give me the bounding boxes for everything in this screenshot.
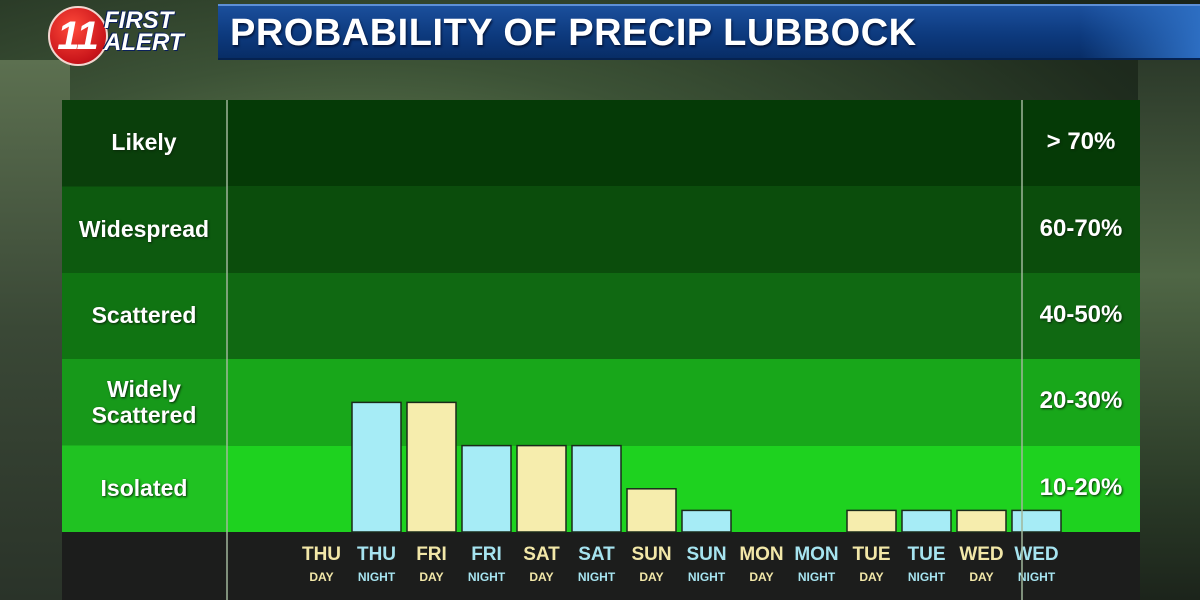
bar-wed-night bbox=[1011, 509, 1062, 533]
x-tick-period-13: NIGHT bbox=[1018, 570, 1056, 584]
plot-right-divider bbox=[1021, 100, 1023, 600]
x-tick-period-8: DAY bbox=[749, 570, 773, 584]
band-label-scattered: Scattered bbox=[91, 302, 197, 328]
x-axis-strip bbox=[62, 532, 1140, 600]
bar-plot: THU DAY THU NIGHT FRI DAY FRI NIGHT SAT DAY SAT NIG… bbox=[302, 401, 1062, 584]
band-label-widespread: Widespread bbox=[78, 215, 210, 242]
x-tick-day-8: MON bbox=[739, 544, 783, 565]
x-tick-period-9: NIGHT bbox=[798, 570, 836, 584]
bar-fri-night bbox=[461, 444, 512, 533]
logo-word-alert: ALERT bbox=[104, 29, 184, 56]
x-tick-period-3: NIGHT bbox=[468, 570, 506, 584]
x-tick-period-4: DAY bbox=[529, 570, 553, 584]
x-tick-day-2: FRI bbox=[416, 544, 447, 565]
x-tick-day-12: WED bbox=[959, 544, 1003, 565]
x-tick-day-9: MON bbox=[794, 544, 838, 565]
band-range-likely: > 70% bbox=[1046, 128, 1116, 156]
chart-panel: THU DAY THU NIGHT FRI DAY FRI NIGHT SAT DAY SAT NIG… bbox=[62, 100, 1140, 600]
bar-tue-night bbox=[901, 509, 952, 533]
x-tick-day-7: SUN bbox=[686, 544, 726, 565]
bar-sun-day bbox=[626, 488, 677, 533]
logo-number-badge: 11 bbox=[48, 6, 108, 66]
bar-thu-night bbox=[351, 401, 402, 533]
x-tick-period-0: DAY bbox=[309, 570, 333, 584]
x-tick-period-5: NIGHT bbox=[578, 570, 616, 584]
band-label-isolated: Isolated bbox=[100, 474, 188, 501]
band-likely bbox=[62, 100, 1140, 187]
x-tick-period-11: NIGHT bbox=[908, 570, 946, 584]
bar-sat-night bbox=[571, 444, 622, 533]
background-foliage-right bbox=[1138, 60, 1200, 600]
bar-sun-night bbox=[681, 509, 732, 533]
x-tick-day-3: FRI bbox=[471, 544, 502, 565]
x-tick-period-10: DAY bbox=[859, 570, 883, 584]
background-foliage-left bbox=[0, 60, 70, 600]
x-tick-period-2: DAY bbox=[419, 570, 443, 584]
title-banner: PROBABILITY OF PRECIP LUBBOCK bbox=[218, 4, 1200, 60]
x-tick-day-10: TUE bbox=[853, 544, 891, 565]
page-title: PROBABILITY OF PRECIP LUBBOCK bbox=[230, 12, 917, 54]
x-tick-period-12: DAY bbox=[969, 570, 993, 584]
plot-left-divider bbox=[226, 100, 228, 600]
x-tick-period-6: DAY bbox=[639, 570, 663, 584]
x-tick-day-0: THU bbox=[302, 544, 341, 565]
band-label-column bbox=[62, 100, 226, 532]
band-widely-scattered bbox=[62, 359, 1140, 446]
bar-fri-day bbox=[406, 401, 457, 533]
title-banner-accent bbox=[1080, 6, 1200, 58]
x-tick-day-1: THU bbox=[357, 544, 396, 565]
band-widespread bbox=[62, 186, 1140, 273]
x-tick-day-5: SAT bbox=[578, 544, 615, 565]
band-label-likely: Likely bbox=[111, 129, 177, 156]
bar-wed-day bbox=[956, 509, 1007, 533]
x-tick-period-7: NIGHT bbox=[688, 570, 726, 584]
bar-tue-day bbox=[846, 509, 897, 533]
x-tick-day-11: TUE bbox=[908, 544, 946, 565]
x-tick-day-6: SUN bbox=[631, 544, 671, 565]
bar-sat-day bbox=[516, 444, 567, 533]
first-alert-logo: 11 FIRST ALERT bbox=[44, 4, 204, 66]
band-range-isolated: 10-20% bbox=[1039, 473, 1123, 501]
x-tick-day-4: SAT bbox=[523, 544, 560, 565]
band-label-widely-scattered: Widely Scattered bbox=[91, 376, 197, 429]
band-scattered bbox=[62, 272, 1140, 360]
logo-wordmark: FIRST ALERT bbox=[104, 7, 202, 58]
x-tick-day-13: WED bbox=[1014, 544, 1058, 565]
band-range-widely-scattered: 20-30% bbox=[1039, 387, 1123, 415]
band-range-scattered: 40-50% bbox=[1039, 301, 1123, 328]
logo-word-first: FIRST bbox=[104, 7, 174, 34]
band-range-widespread: 60-70% bbox=[1039, 214, 1123, 242]
x-tick-period-1: NIGHT bbox=[358, 570, 396, 584]
